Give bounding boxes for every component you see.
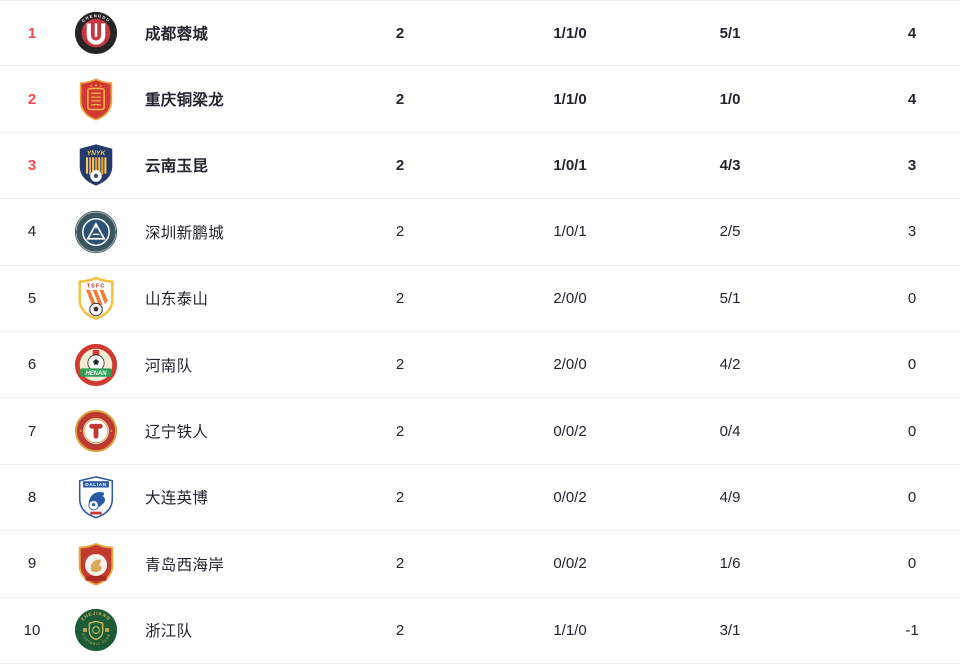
team-logo: YNYK — [64, 142, 128, 188]
team-logo — [64, 541, 128, 587]
team-crest-icon — [73, 76, 119, 122]
team-name[interactable]: 云南玉昆 — [145, 158, 209, 176]
rank-cell: 5 — [27, 289, 37, 307]
goals-for-against: 4/9 — [719, 488, 741, 506]
goals-for-against: 4/3 — [719, 156, 741, 174]
team-crest-icon — [73, 209, 119, 255]
svg-text:DALIAN: DALIAN — [85, 483, 107, 489]
goals-for-against: 5/1 — [719, 289, 741, 307]
team-name[interactable]: 重庆铜梁龙 — [145, 92, 225, 110]
team-crest-icon: TSFC — [73, 275, 119, 321]
win-draw-loss: 1/1/0 — [553, 24, 587, 42]
team-crest-icon — [73, 408, 119, 454]
team-crest-icon: DALIAN — [73, 474, 119, 520]
games-played: 2 — [395, 289, 405, 307]
team-name[interactable]: 山东泰山 — [145, 291, 209, 309]
team-crest-icon: ZHEJIANG FOOTBALL CLUB — [73, 607, 119, 653]
points-value: 4 — [907, 24, 917, 42]
win-draw-loss: 1/0/1 — [553, 156, 587, 174]
win-draw-loss: 1/1/0 — [553, 621, 587, 639]
goals-for-against: 1/6 — [719, 555, 741, 573]
team-logo: HENAN — [64, 342, 128, 388]
win-draw-loss: 2/0/0 — [553, 289, 587, 307]
table-row[interactable]: 3 YNYK 云南玉昆 2 1/0/1 4/3 3 — [0, 132, 960, 200]
table-row[interactable]: 5 TSFC 山东泰山 2 2/0/0 5/1 0 — [0, 265, 960, 332]
table-row[interactable]: 8 DALIAN 大连英博 2 0/0/2 4/9 0 — [0, 464, 960, 532]
points-value: 0 — [907, 356, 917, 374]
table-row[interactable]: 1 CHENGDU 成都蓉城 2 1/1/0 5/1 4 — [0, 0, 960, 67]
team-logo — [64, 209, 128, 255]
rank-cell: 6 — [27, 356, 37, 374]
points-value: 0 — [907, 289, 917, 307]
rank-cell: 9 — [27, 555, 37, 573]
points-value: 0 — [907, 555, 917, 573]
games-played: 2 — [395, 422, 405, 440]
team-logo: TSFC — [64, 275, 128, 321]
team-crest-icon: CHENGDU — [73, 10, 119, 56]
games-played: 2 — [395, 621, 405, 639]
team-logo — [64, 408, 128, 454]
games-played: 2 — [395, 488, 405, 506]
win-draw-loss: 2/0/0 — [553, 356, 587, 374]
win-draw-loss: 0/0/2 — [553, 422, 587, 440]
table-row[interactable]: 2 重庆铜梁龙 2 1/1/0 1/0 4 — [0, 66, 960, 133]
team-logo: ZHEJIANG FOOTBALL CLUB — [64, 607, 128, 653]
goals-for-against: 2/5 — [719, 223, 741, 241]
team-crest-icon: HENAN — [73, 342, 119, 388]
team-name[interactable]: 大连英博 — [145, 490, 209, 508]
games-played: 2 — [395, 555, 405, 573]
team-name[interactable]: 河南队 — [145, 357, 193, 375]
team-crest-icon — [73, 541, 119, 587]
table-row[interactable]: 4 深圳新鹏城 2 1/0/1 2/5 3 — [0, 199, 960, 266]
win-draw-loss: 0/0/2 — [553, 555, 587, 573]
rank-cell: 1 — [27, 24, 37, 42]
svg-text:TSFC: TSFC — [87, 284, 106, 290]
win-draw-loss: 1/0/1 — [553, 223, 587, 241]
team-name[interactable]: 浙江队 — [145, 623, 193, 641]
goals-for-against: 4/2 — [719, 356, 741, 374]
team-name[interactable]: 深圳新鹏城 — [145, 224, 225, 242]
win-draw-loss: 0/0/2 — [553, 488, 587, 506]
games-played: 2 — [395, 90, 405, 108]
points-value: 3 — [907, 156, 917, 174]
rank-cell: 2 — [27, 90, 37, 108]
goals-for-against: 3/1 — [719, 621, 741, 639]
points-value: 0 — [907, 422, 917, 440]
team-logo — [64, 76, 128, 122]
team-name[interactable]: 青岛西海岸 — [145, 556, 225, 574]
rank-cell: 4 — [27, 223, 37, 241]
points-value: 3 — [907, 223, 917, 241]
games-played: 2 — [395, 156, 405, 174]
team-name[interactable]: 成都蓉城 — [145, 26, 209, 44]
points-value: -1 — [905, 621, 919, 639]
team-logo: CHENGDU — [64, 10, 128, 56]
goals-for-against: 0/4 — [719, 422, 741, 440]
points-value: 4 — [907, 90, 917, 108]
games-played: 2 — [395, 356, 405, 374]
goals-for-against: 5/1 — [719, 24, 741, 42]
win-draw-loss: 1/1/0 — [553, 90, 587, 108]
points-value: 0 — [907, 488, 917, 506]
games-played: 2 — [395, 24, 405, 42]
table-row[interactable]: 7 辽宁铁人 2 0/0/2 0/4 0 — [0, 398, 960, 465]
games-played: 2 — [395, 223, 405, 241]
table-row[interactable]: 10 ZHEJIANG FOOTBALL CLUB 浙江队 2 1/1/0 3/… — [0, 597, 960, 664]
goals-for-against: 1/0 — [719, 90, 741, 108]
team-crest-icon: YNYK — [73, 142, 119, 188]
rank-cell: 3 — [27, 156, 37, 174]
team-name[interactable]: 辽宁铁人 — [145, 424, 209, 442]
table-row[interactable]: 9 青岛西海岸 2 0/0/2 1/6 0 — [0, 531, 960, 598]
table-row[interactable]: 6 HENAN 河南队 2 2/0/0 4/2 0 — [0, 331, 960, 399]
svg-text:YNYK: YNYK — [87, 150, 107, 157]
rank-cell: 10 — [23, 621, 41, 639]
rank-cell: 7 — [27, 422, 37, 440]
team-logo: DALIAN — [64, 474, 128, 520]
rank-cell: 8 — [27, 488, 37, 506]
svg-text:HENAN: HENAN — [85, 371, 107, 377]
